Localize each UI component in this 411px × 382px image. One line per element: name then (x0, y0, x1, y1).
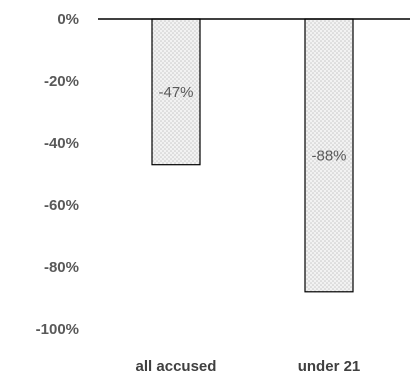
bars: -47% -88% (151, 18, 354, 293)
y-tick-label: -80% (44, 259, 79, 276)
y-tick-label: -60% (44, 197, 79, 214)
data-label: -88% (311, 147, 346, 164)
category-label: under 21 (298, 358, 361, 375)
bar (151, 18, 201, 166)
bar (304, 18, 354, 293)
y-tick-label: -100% (36, 321, 79, 338)
y-tick-label: -40% (44, 135, 79, 152)
y-axis-tick-labels: 0% -20% -40% -60% -80% -100% (36, 11, 79, 338)
y-tick-label: -20% (44, 73, 79, 90)
category-label: all accused (136, 358, 217, 375)
y-tick-label: 0% (57, 11, 79, 28)
data-label: -47% (158, 84, 193, 101)
category-labels: all accused under 21 (136, 358, 361, 375)
